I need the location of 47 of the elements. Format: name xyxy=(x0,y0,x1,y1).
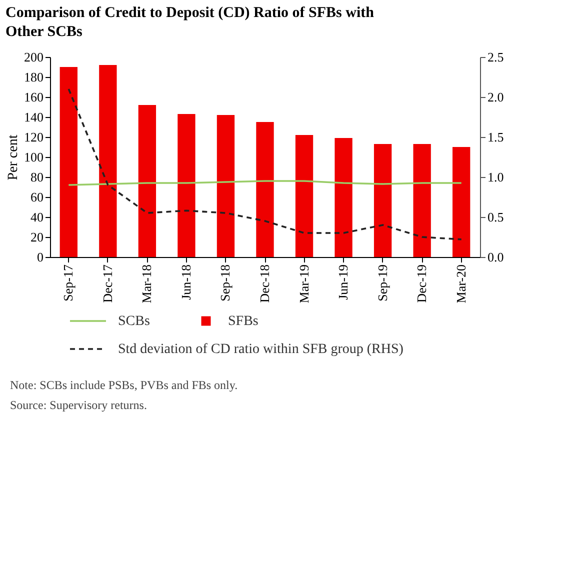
bar xyxy=(216,115,235,257)
legend-label: SCBs xyxy=(118,314,150,329)
line-series xyxy=(68,88,462,240)
bar xyxy=(295,135,314,257)
x-tick-label: Jun-18 xyxy=(178,264,194,300)
bar xyxy=(178,114,196,257)
y2-tick-label: 0.5 xyxy=(488,210,504,224)
x-tick-label: Sep-17 xyxy=(60,264,76,302)
x-tick-label: Jun-19 xyxy=(336,264,351,300)
x-tick-label: Dec-17 xyxy=(100,264,115,303)
source-note: Source: Supervisory returns. xyxy=(10,398,147,412)
y-tick-label: 60 xyxy=(30,190,44,204)
bar xyxy=(60,67,78,257)
y-tick-label: 160 xyxy=(24,90,44,104)
legend-label: SFBs xyxy=(228,314,258,329)
y2-tick-label: 2.0 xyxy=(488,90,504,104)
x-tick-label: Dec-18 xyxy=(257,264,272,303)
bar xyxy=(99,65,117,257)
bar xyxy=(256,122,274,257)
y-tick-label: 20 xyxy=(30,230,44,244)
y-tick-label: 100 xyxy=(24,150,44,164)
chart-title: Comparison of Credit to Deposit (CD) Ratio of SFBs with Other SCBs xyxy=(6,5,375,40)
text: Note: SCBs include PSBs, PVBs and FBs only. xyxy=(10,378,238,392)
x-tick-label: Mar-19 xyxy=(296,264,312,304)
x-tick-label: Sep-19 xyxy=(374,264,390,302)
y2-tick-label: 2.5 xyxy=(488,50,504,64)
y-tick-label: 180 xyxy=(24,70,44,84)
x-tick-label: Mar-20 xyxy=(453,264,468,304)
x-tick-label: Sep-18 xyxy=(218,264,233,302)
bar xyxy=(413,144,431,257)
x-tick-label: Dec-19 xyxy=(414,264,430,303)
y-tick-label: 0 xyxy=(37,250,44,264)
legend-label: Std deviation of CD ratio within SFB group (RHS) xyxy=(118,342,404,357)
y-tick-label: 200 xyxy=(24,50,44,64)
bar xyxy=(374,144,392,257)
y2-tick-label: 1.5 xyxy=(488,130,504,144)
y2-tick-label: 1.0 xyxy=(488,170,504,184)
y2-tick-label: 0.0 xyxy=(488,250,504,264)
bar xyxy=(334,138,352,257)
bar xyxy=(138,105,156,257)
y-tick-label: 120 xyxy=(24,130,44,144)
y-tick-label: 140 xyxy=(24,110,44,124)
bar xyxy=(452,147,470,257)
y-tick-label: 40 xyxy=(30,210,44,224)
x-tick-label: Mar-18 xyxy=(139,264,154,304)
y-tick-label: 80 xyxy=(30,170,44,184)
y-axis-title: Per cent xyxy=(6,134,21,180)
